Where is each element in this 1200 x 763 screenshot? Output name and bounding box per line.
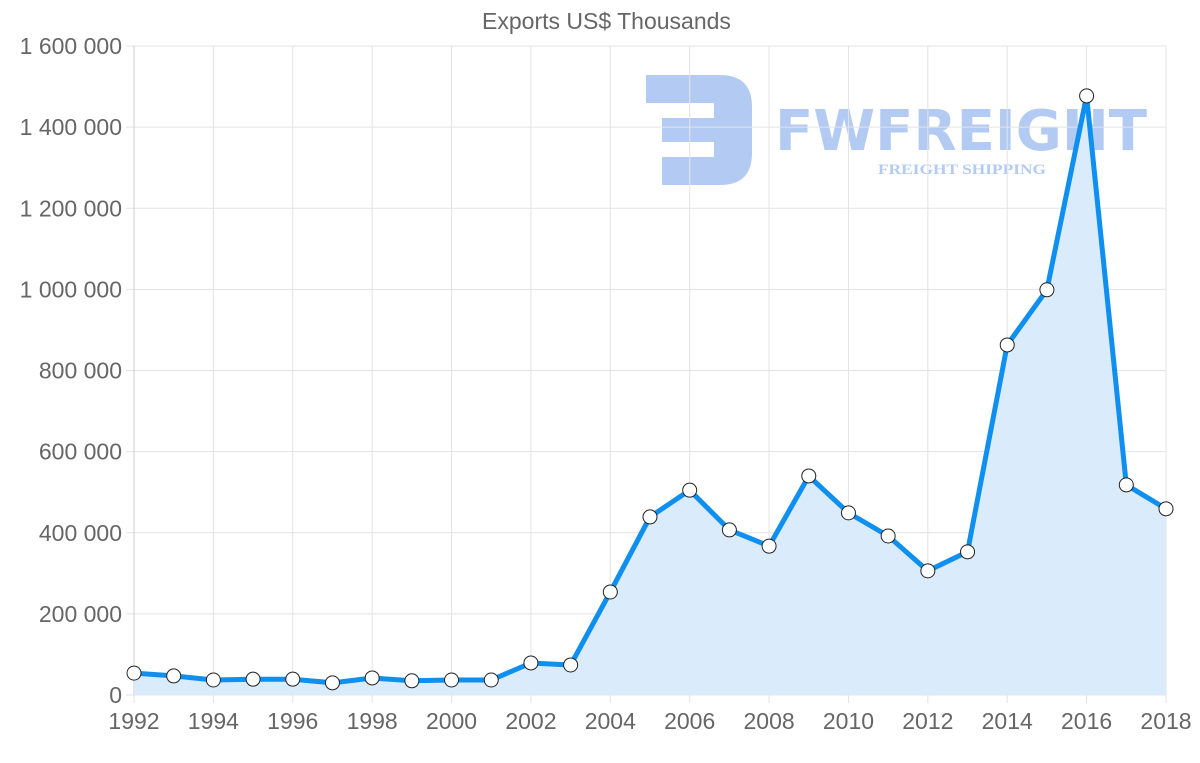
data-point-2001[interactable] bbox=[483, 672, 499, 688]
data-point-2003[interactable] bbox=[563, 657, 579, 673]
y-tick-label: 800 000 bbox=[39, 358, 122, 384]
data-point-2010[interactable] bbox=[840, 505, 856, 521]
y-tick-label: 1 000 000 bbox=[20, 276, 122, 302]
data-points bbox=[126, 88, 1174, 691]
x-tick-label: 2018 bbox=[1140, 708, 1191, 734]
watermark-tagline: FREIGHT SHIPPING bbox=[878, 162, 1046, 178]
x-tick-label: 2014 bbox=[982, 708, 1033, 734]
data-point-1993[interactable] bbox=[166, 668, 182, 684]
data-point-2004[interactable] bbox=[602, 584, 618, 600]
y-tick-label: 400 000 bbox=[39, 520, 122, 546]
y-tick-label: 0 bbox=[109, 682, 122, 708]
data-point-2014[interactable] bbox=[999, 337, 1015, 353]
y-tick-label: 1 600 000 bbox=[20, 33, 122, 59]
x-tick-label: 2004 bbox=[585, 708, 636, 734]
data-point-2007[interactable] bbox=[721, 522, 737, 538]
data-point-2005[interactable] bbox=[642, 509, 658, 525]
x-tick-label: 1998 bbox=[347, 708, 398, 734]
data-point-2013[interactable] bbox=[960, 544, 976, 560]
y-tick-label: 1 400 000 bbox=[20, 114, 122, 140]
fwfreight-logo-icon bbox=[646, 75, 752, 185]
data-point-2011[interactable] bbox=[880, 528, 896, 544]
y-axis: 0 200 000 400 000 600 000 800 000 1 000 000 1 … bbox=[20, 33, 122, 708]
y-tick-label: 1 200 000 bbox=[20, 195, 122, 221]
data-point-1999[interactable] bbox=[404, 673, 420, 689]
x-axis: 1992 1994 1996 1998 2000 2002 2004 2006 2008 2010… bbox=[108, 708, 1191, 734]
data-point-2000[interactable] bbox=[444, 672, 460, 688]
data-point-2018[interactable] bbox=[1158, 501, 1174, 517]
y-tick-label: 200 000 bbox=[39, 601, 122, 627]
data-point-2008[interactable] bbox=[761, 538, 777, 554]
x-tick-label: 2010 bbox=[823, 708, 874, 734]
data-point-1995[interactable] bbox=[245, 671, 261, 687]
data-point-2016[interactable] bbox=[1079, 88, 1095, 104]
data-point-2002[interactable] bbox=[523, 655, 539, 671]
x-tick-label: 1994 bbox=[188, 708, 239, 734]
x-tick-label: 1992 bbox=[108, 708, 159, 734]
fwfreight-watermark: FWFREIGHT FREIGHT SHIPPING bbox=[646, 75, 1147, 185]
x-tick-label: 2006 bbox=[664, 708, 715, 734]
x-tick-label: 2000 bbox=[426, 708, 477, 734]
x-tick-label: 2012 bbox=[902, 708, 953, 734]
data-point-2015[interactable] bbox=[1039, 282, 1055, 298]
data-point-2009[interactable] bbox=[801, 468, 817, 484]
data-point-1998[interactable] bbox=[364, 670, 380, 686]
x-tick-label: 2016 bbox=[1061, 708, 1112, 734]
data-point-1992[interactable] bbox=[126, 665, 142, 681]
x-tick-label: 1996 bbox=[267, 708, 318, 734]
data-point-2006[interactable] bbox=[682, 482, 698, 498]
data-point-1997[interactable] bbox=[324, 675, 340, 691]
data-point-2012[interactable] bbox=[920, 563, 936, 579]
data-point-2017[interactable] bbox=[1118, 477, 1134, 493]
chart-title: Exports US$ Thousands bbox=[482, 8, 731, 34]
x-tick-label: 2008 bbox=[743, 708, 794, 734]
data-point-1994[interactable] bbox=[205, 672, 221, 688]
x-tick-label: 2002 bbox=[505, 708, 556, 734]
y-tick-label: 600 000 bbox=[39, 439, 122, 465]
data-point-1996[interactable] bbox=[285, 671, 301, 687]
area-fill bbox=[134, 95, 1166, 695]
